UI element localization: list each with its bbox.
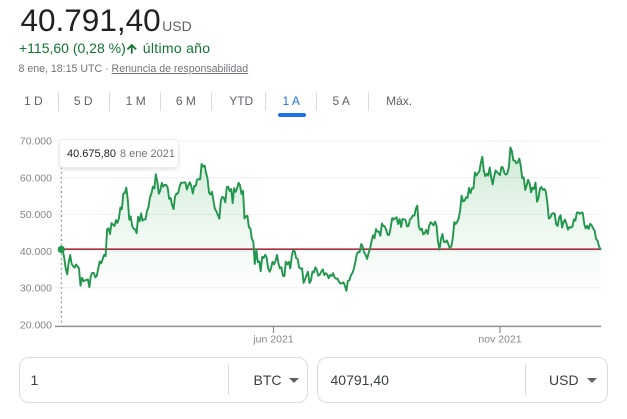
svg-text:60.000: 60.000 — [20, 172, 52, 184]
svg-text:40.000: 40.000 — [20, 246, 52, 258]
svg-text:30.000: 30.000 — [20, 283, 52, 295]
svg-text:jun 2021: jun 2021 — [252, 333, 293, 345]
svg-text:nov 2021: nov 2021 — [478, 333, 521, 345]
svg-text:20.000: 20.000 — [20, 319, 52, 331]
svg-text:70.000: 70.000 — [20, 136, 52, 148]
svg-text:50.000: 50.000 — [20, 209, 52, 221]
